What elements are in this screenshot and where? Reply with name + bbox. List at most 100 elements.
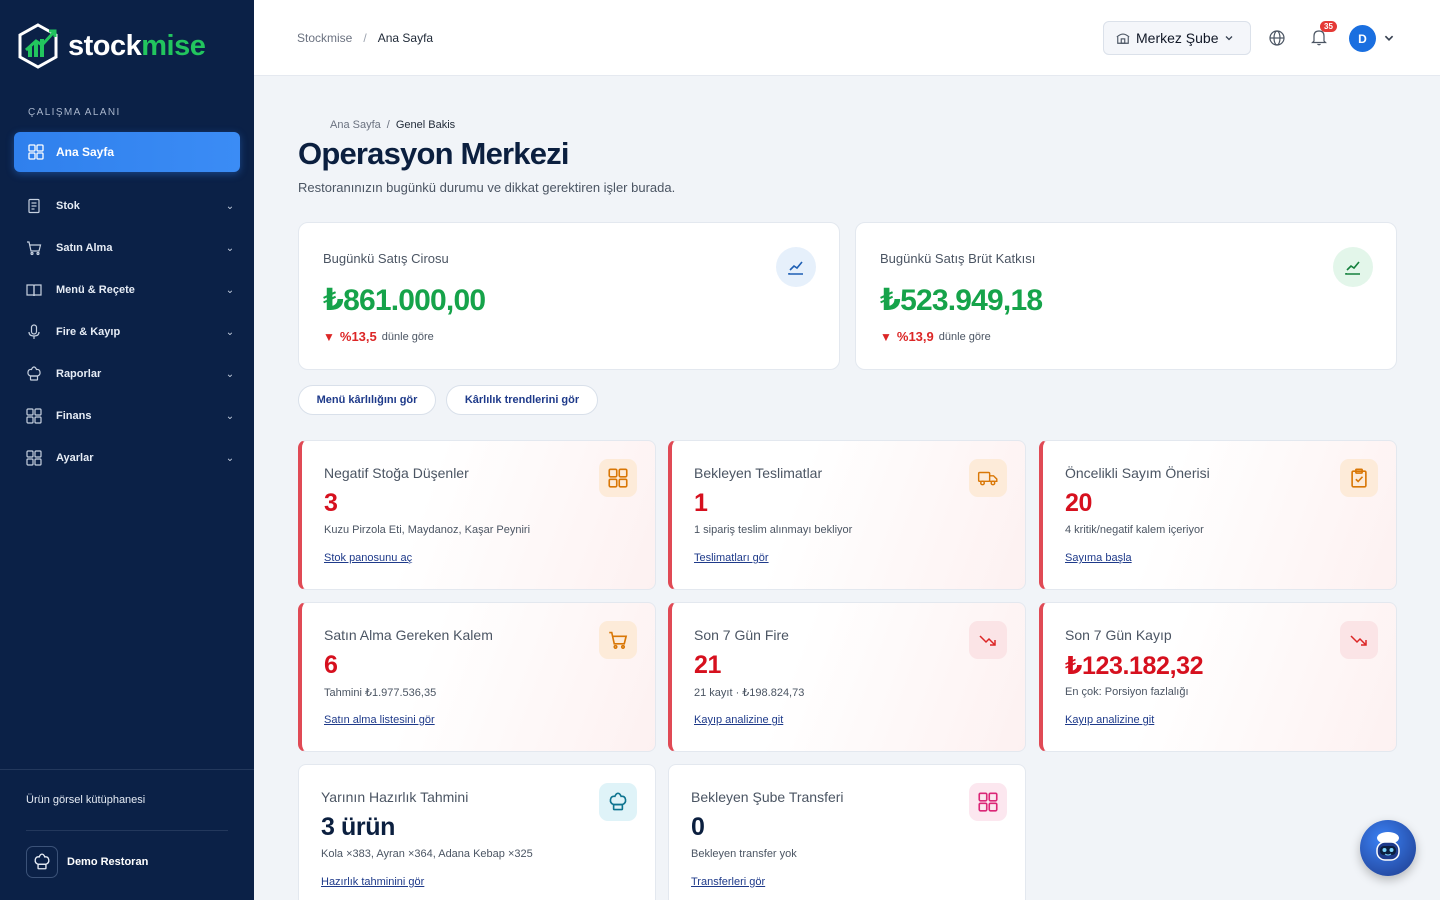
card-branch-transfer: Bekleyen Şube Transferi 0 Bekleyen trans…	[668, 764, 1026, 900]
kpi-delta: ▼ %13,5 dünle göre	[323, 329, 434, 344]
kpi-icon-wrap	[776, 247, 816, 287]
card-icon-wrap	[969, 621, 1007, 659]
card-priority-count: Öncelikli Sayım Önerisi 20 4 kritik/nega…	[1039, 440, 1397, 590]
card-pending-deliveries: Bekleyen Teslimatlar 1 1 sipariş teslim …	[668, 440, 1026, 590]
store-icon	[1116, 33, 1130, 44]
sidebar-item-raporlar[interactable]: Raporlar ⌄	[26, 360, 236, 388]
restaurant-name: Demo Restoran	[67, 856, 149, 868]
card-link[interactable]: Transferleri gör	[691, 876, 766, 888]
kpi-title: Bugünkü Satış Brüt Katkısı	[880, 251, 1036, 266]
brand-name: stockmise	[68, 29, 206, 62]
kpi-delta-percent: %13,9	[896, 329, 934, 344]
breadcrumb-current: Ana Sayfa	[377, 31, 434, 45]
chevron-down-icon	[1226, 36, 1233, 41]
card-link[interactable]: Satın alma listesini gör	[324, 714, 435, 726]
chef-hat-icon	[34, 853, 50, 870]
card-link[interactable]: Teslimatları gör	[694, 552, 769, 564]
card-icon-wrap	[599, 621, 637, 659]
down-arrow-icon: ▼	[880, 329, 892, 344]
card-icon-wrap	[599, 459, 637, 497]
divider	[26, 830, 228, 831]
kpi-value: ₺523.949,18	[880, 284, 1043, 317]
sidebar-item-label: Stok	[56, 200, 80, 212]
card-subtitle: Bekleyen transfer yok	[691, 848, 797, 860]
sidebar-item-satin-alma[interactable]: Satın Alma ⌄	[26, 234, 236, 262]
sidebar-item-ayarlar[interactable]: Ayarlar ⌄	[26, 444, 236, 472]
clipboard-check-icon	[1351, 468, 1367, 488]
card-value: 3 ürün	[321, 813, 395, 841]
assistant-bot-button[interactable]	[1360, 820, 1416, 876]
globe-icon[interactable]	[1268, 29, 1286, 47]
trend-up-icon	[788, 261, 803, 275]
card-subtitle: 4 kritik/negatif kalem içeriyor	[1065, 524, 1204, 536]
topbar: Stockmise / Ana Sayfa Merkez Şube 35 D	[254, 0, 1440, 76]
breadcrumb-root[interactable]: Stockmise	[297, 31, 353, 45]
card-value: 0	[691, 813, 705, 841]
chevron-down-icon: ⌄	[225, 452, 235, 464]
card-subtitle: Kuzu Pirzola Eti, Maydanoz, Kaşar Peynir…	[324, 524, 531, 536]
image-library-link[interactable]: Ürün görsel kütüphanesi	[26, 794, 146, 806]
divider	[0, 769, 254, 770]
kpi-delta-percent: %13,5	[339, 329, 377, 344]
chevron-down-icon: ⌄	[225, 200, 235, 212]
sidebar-item-fire-kayip[interactable]: Fire & Kayıp ⌄	[26, 318, 236, 346]
card-value: ₺123.182,32	[1065, 652, 1204, 680]
sidebar-item-stok[interactable]: Stok ⌄	[26, 192, 236, 220]
avatar[interactable]: D	[1349, 25, 1376, 52]
sidebar-item-label: Satın Alma	[56, 242, 113, 254]
card-subtitle: Kola ×383, Ayran ×364, Adana Kebap ×325	[321, 848, 533, 860]
grid-icon	[26, 450, 42, 466]
sidebar-item-label: Ayarlar	[56, 452, 94, 464]
card-link[interactable]: Kayıp analizine git	[694, 714, 784, 726]
chevron-down-icon: ⌄	[225, 326, 235, 338]
sidebar-item-label: Raporlar	[56, 368, 102, 380]
bell-icon[interactable]	[1310, 28, 1328, 46]
breadcrumb-current: Genel Bakis	[395, 119, 456, 131]
card-title: Bekleyen Şube Transferi	[691, 789, 844, 805]
card-negative-stock: Negatif Stoğa Düşenler 3 Kuzu Pirzola Et…	[298, 440, 656, 590]
trend-up-icon	[1345, 261, 1360, 275]
page-breadcrumb: Ana Sayfa / Genel Bakis	[330, 119, 456, 131]
card-purchase-needed: Satın Alma Gereken Kalem 6 Tahmini ₺1.97…	[298, 602, 656, 752]
card-title: Satın Alma Gereken Kalem	[324, 627, 493, 643]
chevron-down-icon[interactable]	[1383, 32, 1395, 44]
sidebar-item-label: Ana Sayfa	[56, 145, 115, 159]
card-subtitle: 1 sipariş teslim alınmayı bekliyor	[694, 524, 853, 536]
breadcrumb: Stockmise / Ana Sayfa	[297, 31, 434, 45]
restaurant-switcher[interactable]: Demo Restoran	[26, 846, 148, 878]
card-link[interactable]: Hazırlık tahminini gör	[321, 876, 425, 888]
sidebar-item-label: Menü & Reçete	[56, 284, 135, 296]
branch-selector[interactable]: Merkez Şube	[1103, 21, 1251, 55]
profitability-trends-button[interactable]: Kârlılık trendlerini gör	[446, 385, 598, 415]
card-icon-wrap	[969, 459, 1007, 497]
chef-hat-icon	[609, 792, 627, 811]
breadcrumb-root[interactable]: Ana Sayfa	[330, 119, 381, 131]
grid-icon	[608, 468, 628, 488]
kpi-title: Bugünkü Satış Cirosu	[323, 251, 449, 266]
card-icon-wrap	[1340, 459, 1378, 497]
card-value: 1	[694, 489, 708, 517]
logo-icon	[18, 23, 58, 69]
card-title: Yarının Hazırlık Tahmini	[321, 789, 469, 805]
card-icon-wrap	[1340, 621, 1378, 659]
kpi-value: ₺861.000,00	[323, 284, 486, 317]
sidebar-item-finans[interactable]: Finans ⌄	[26, 402, 236, 430]
card-subtitle: Tahmini ₺1.977.536,35	[324, 687, 437, 699]
notification-badge: 35	[1320, 21, 1337, 32]
sidebar-item-ana-sayfa[interactable]: Ana Sayfa	[14, 132, 240, 172]
logo[interactable]: stockmise	[16, 22, 206, 70]
sidebar-item-menu-recete[interactable]: Menü & Reçete ⌄	[26, 276, 236, 304]
grid-icon	[978, 792, 998, 812]
page-subtitle: Restoranınızın bugünkü durumu ve dikkat …	[298, 180, 676, 195]
chef-hat-icon	[27, 366, 41, 381]
card-link[interactable]: Stok panosunu aç	[324, 552, 413, 564]
cart-icon	[27, 241, 42, 256]
sidebar-item-label: Finans	[56, 410, 92, 422]
section-label: ÇALIŞMA ALANI	[28, 107, 121, 118]
card-value: 6	[324, 651, 338, 679]
card-link[interactable]: Sayıma başla	[1065, 552, 1132, 564]
grid-icon	[26, 408, 42, 424]
menu-profitability-button[interactable]: Menü kârlılığını gör	[298, 385, 436, 415]
card-link[interactable]: Kayıp analizine git	[1065, 714, 1155, 726]
card-title: Son 7 Gün Fire	[694, 627, 789, 643]
